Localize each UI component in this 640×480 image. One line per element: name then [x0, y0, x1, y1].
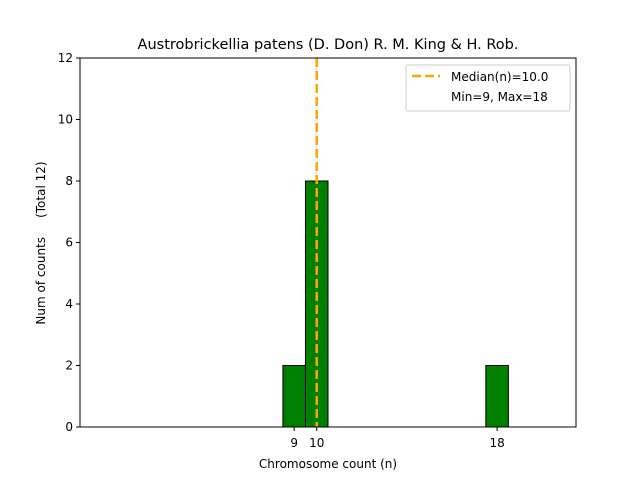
x-axis-label: Chromosome count (n) — [259, 457, 397, 471]
y-tick-label: 2 — [65, 359, 73, 373]
bars-group — [282, 180, 509, 428]
y-tick-label: 10 — [58, 113, 73, 127]
y-tick-label: 0 — [65, 420, 73, 434]
x-ticks: 9 10 18 — [290, 427, 505, 450]
y-tick-label: 8 — [65, 174, 73, 188]
bar-n-18 — [485, 365, 509, 428]
y-tick-label: 6 — [65, 236, 73, 250]
chart-title: Austrobrickellia patens (D. Don) R. M. K… — [138, 37, 519, 53]
x-tick-label: 10 — [309, 436, 324, 450]
y-tick-label: 12 — [58, 51, 73, 65]
y-ticks: 0 2 4 6 8 10 12 — [58, 51, 80, 434]
legend-entry-median: Median(n)=10.0 — [451, 70, 548, 84]
y-axis-label: Num of counts (Total 12) — [34, 161, 48, 324]
y-tick-label: 4 — [65, 297, 73, 311]
legend: Median(n)=10.0 Min=9, Max=18 — [405, 64, 571, 112]
x-tick-label: 18 — [489, 436, 504, 450]
legend-entry-minmax: Min=9, Max=18 — [451, 90, 548, 104]
bar-n-9 — [282, 365, 306, 428]
x-tick-label: 9 — [290, 436, 298, 450]
legend-box — [405, 64, 571, 112]
